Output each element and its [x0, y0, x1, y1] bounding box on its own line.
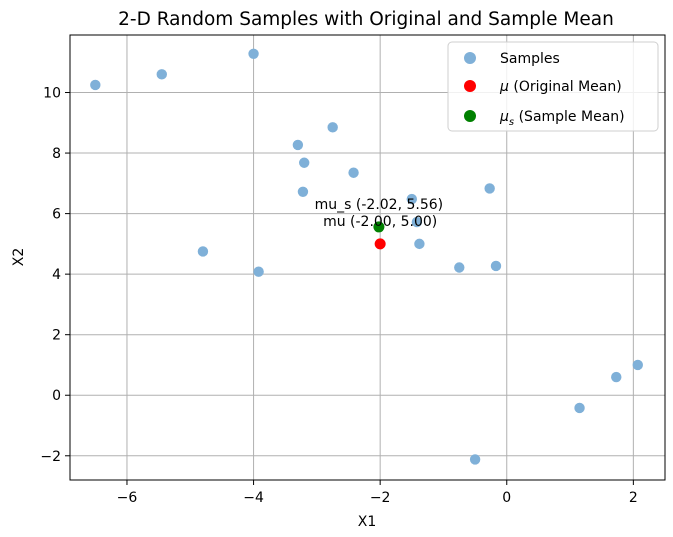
x-tick-label: −6 — [117, 490, 138, 506]
sample-mean-point — [373, 221, 385, 233]
annotation-layer: mu_s (-2.02, 5.56)mu (-2.00, 5.00) — [315, 197, 443, 230]
sample-point — [90, 79, 101, 91]
sample-point — [348, 167, 359, 178]
sample-point — [248, 48, 259, 59]
sample-point — [454, 262, 465, 273]
sample-point — [414, 238, 425, 250]
x-tick-label: 0 — [502, 490, 511, 506]
y-tick-label: 8 — [52, 146, 61, 162]
plot-frame — [69, 34, 666, 481]
sample-mean-annotation: mu_s (-2.02, 5.56) — [315, 197, 443, 213]
legend-box — [447, 41, 659, 132]
sample-point — [299, 157, 310, 168]
legend-label-sample-mean: μs (Sample Mean) — [499, 109, 625, 128]
tick-layer: −6 −4 −2 0 2 −2 0 2 4 6 8 10 — [40, 86, 637, 506]
legend-mus-subscript: s — [509, 117, 514, 128]
sample-point — [197, 246, 209, 257]
x-tick-label: −2 — [370, 490, 391, 506]
legend-marker-sample-mean — [464, 110, 476, 122]
chart-title: 2-D Random Samples with Original and Sam… — [118, 9, 614, 30]
sample-point — [297, 186, 309, 198]
y-tick-label: 0 — [52, 388, 61, 404]
y-tick-label: −2 — [40, 449, 61, 465]
sample-point — [490, 260, 502, 272]
legend-mu-text: (Original Mean) — [509, 79, 622, 95]
legend-marker-samples — [464, 52, 476, 64]
x-tick-label: 2 — [629, 490, 638, 506]
legend-label-samples: Samples — [500, 51, 560, 67]
legend: Samples μ (Original Mean) μs (Sample Mea… — [447, 41, 659, 132]
y-axis-label: X2 — [11, 248, 27, 267]
y-tick-label: 2 — [52, 328, 61, 344]
sample-point — [611, 371, 622, 383]
sample-point — [484, 183, 495, 194]
x-tick-label: −4 — [243, 490, 264, 506]
x-axis-label: X1 — [358, 514, 377, 530]
legend-mu-symbol: μ — [499, 79, 509, 95]
original-mean-annotation: mu (-2.00, 5.00) — [323, 214, 437, 230]
sample-point — [469, 454, 481, 465]
sample-point — [253, 266, 264, 277]
sample-point — [292, 139, 304, 151]
point-layer — [90, 48, 643, 465]
y-tick-label: 6 — [52, 207, 61, 223]
legend-mus-text: (Sample Mean) — [514, 109, 624, 125]
sample-point — [327, 122, 338, 133]
y-tick-label: 10 — [43, 86, 61, 102]
sample-point — [406, 193, 418, 205]
grid-layer — [70, 35, 665, 480]
legend-marker-original-mean — [464, 80, 476, 92]
legend-label-original-mean: μ (Original Mean) — [499, 79, 622, 95]
original-mean-point — [374, 238, 386, 250]
sample-point — [411, 216, 423, 228]
sample-point — [574, 402, 585, 414]
sample-point — [632, 359, 643, 371]
legend-mus-symbol: μ — [499, 109, 509, 125]
y-tick-label: 4 — [52, 267, 61, 283]
sample-point — [156, 69, 167, 80]
